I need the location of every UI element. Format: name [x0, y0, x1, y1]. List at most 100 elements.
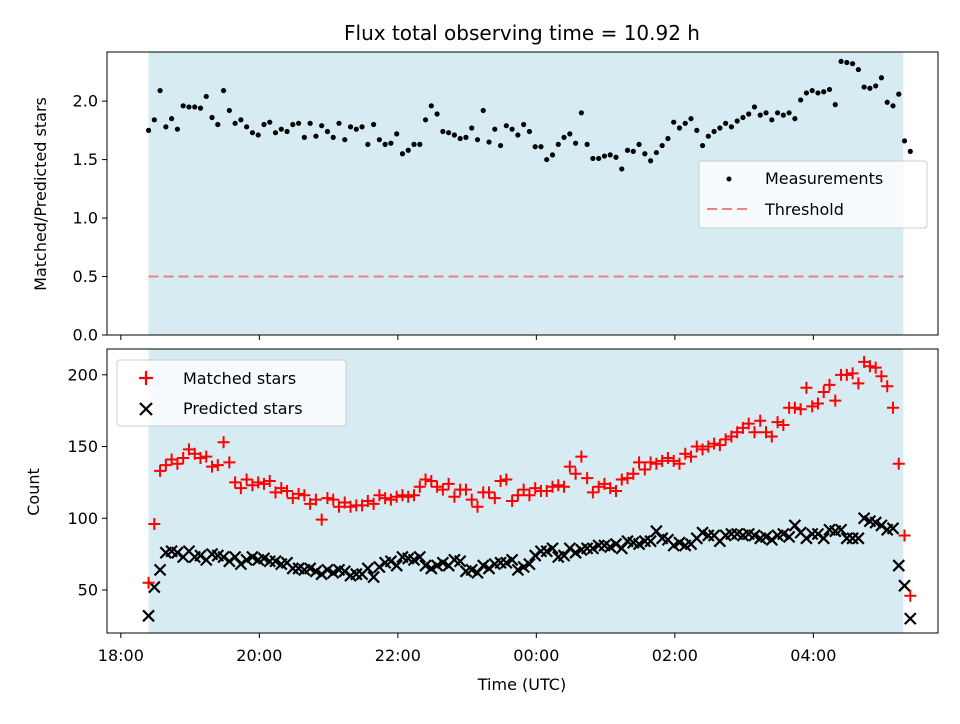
measurement-point: [469, 125, 475, 131]
predicted-point: [702, 529, 715, 542]
measurement-point: [255, 132, 261, 138]
measurement-point: [497, 142, 504, 149]
bottom-y-tick-label: 50: [78, 580, 98, 599]
matched-point: [396, 489, 409, 502]
matched-point: [656, 454, 669, 467]
matched-point: [234, 482, 247, 495]
measurement-point: [873, 83, 879, 89]
matched-point: [817, 386, 830, 399]
measurement-point: [197, 105, 204, 111]
measurement-point: [180, 103, 186, 109]
measurement-point: [826, 86, 833, 93]
measurement-point: [365, 141, 371, 147]
measurement-point: [653, 149, 659, 156]
matched-point: [171, 457, 184, 470]
bottom-legend-box: [116, 359, 347, 427]
measurement-point: [163, 124, 169, 130]
matched-point: [650, 457, 663, 470]
matched-point: [177, 452, 190, 465]
measurement-point: [584, 141, 590, 147]
measurement-point: [394, 131, 400, 137]
matched-point: [471, 500, 484, 513]
measurement-point: [486, 139, 492, 145]
measurement-point: [884, 99, 890, 105]
measurement-point: [630, 148, 636, 155]
measurement-point: [636, 141, 642, 147]
legend-predicted-label: Predicted stars: [183, 399, 303, 418]
measurement-point: [572, 140, 579, 146]
matched-point: [246, 479, 259, 492]
measurement-point: [503, 123, 509, 129]
matched-point: [765, 430, 778, 443]
matched-point: [898, 529, 911, 542]
measurement-point: [671, 119, 677, 125]
matched-point: [263, 474, 276, 487]
measurement-point: [694, 127, 700, 133]
measurement-point: [209, 114, 215, 121]
predicted-point: [142, 609, 155, 623]
predicted-point: [580, 542, 594, 555]
measurement-point: [480, 107, 486, 114]
predicted-point: [505, 553, 519, 567]
matched-point: [829, 394, 842, 407]
measurement-point: [336, 120, 342, 126]
measurement-point: [659, 142, 665, 149]
matched-point: [217, 436, 230, 449]
predicted-point: [523, 557, 536, 571]
measurement-point: [803, 90, 810, 96]
measurement-point: [278, 126, 284, 132]
measurement-point: [203, 93, 209, 100]
measurement-point: [561, 134, 567, 140]
matched-point: [465, 493, 478, 506]
measurement-point: [699, 142, 706, 149]
matched-point: [459, 483, 472, 496]
measurement-point: [411, 141, 417, 147]
matched-point: [206, 460, 219, 473]
measurement-point: [301, 134, 307, 140]
matched-point: [344, 500, 357, 513]
matched-point: [575, 450, 588, 463]
measurement-point: [728, 124, 735, 130]
measurement-point: [838, 58, 844, 64]
predicted-point: [817, 532, 831, 545]
matched-point: [431, 480, 444, 493]
measurement-point: [642, 151, 648, 157]
matched-point: [488, 492, 501, 505]
measurement-point: [434, 111, 440, 117]
measurement-point: [849, 61, 856, 67]
measurement-point: [313, 133, 319, 139]
measurement-point: [861, 84, 867, 90]
matched-point: [523, 489, 536, 502]
measurement-point: [492, 126, 498, 132]
measurement-point: [463, 134, 469, 140]
measurement-point: [705, 133, 711, 139]
matched-point: [419, 473, 432, 486]
predicted-point: [413, 550, 427, 564]
matched-point: [275, 482, 288, 495]
top-y-tick-label: 1.0: [73, 209, 98, 228]
measurement-point: [780, 112, 786, 118]
predicted-point: [644, 534, 657, 548]
predicted-point: [834, 523, 848, 537]
predicted-point: [904, 612, 917, 625]
measurement-point: [596, 155, 602, 162]
matched-point: [281, 485, 294, 497]
measurement-point: [590, 155, 596, 162]
matched-point: [748, 426, 761, 439]
matched-point: [309, 493, 322, 506]
matched-point: [148, 517, 161, 530]
predicted-point: [453, 555, 467, 568]
matched-point: [742, 417, 755, 430]
matched-point: [569, 467, 582, 480]
measurement-point: [538, 144, 544, 150]
matched-point: [638, 463, 651, 476]
measurement-point: [763, 110, 769, 116]
matched-point: [788, 401, 801, 414]
matched-point: [154, 464, 167, 477]
matched-point: [811, 397, 824, 410]
predicted-point: [286, 562, 300, 575]
matched-point: [200, 450, 213, 463]
matched-point: [840, 368, 853, 381]
bottom-legend: Matched stars Predicted stars: [116, 359, 347, 427]
measurement-point: [526, 128, 533, 135]
